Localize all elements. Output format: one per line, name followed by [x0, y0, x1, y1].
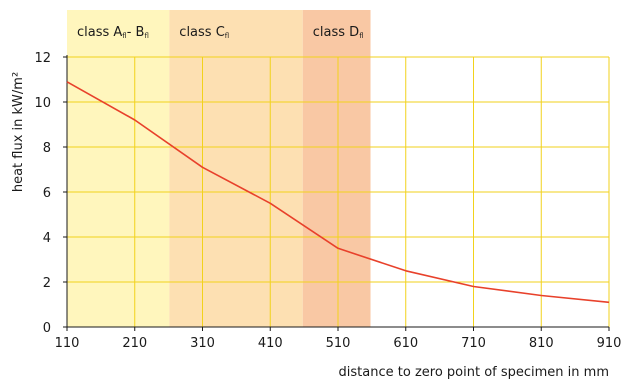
x-tick-label: 210 [122, 336, 147, 351]
y-tick-label: 4 [43, 231, 51, 246]
x-tick-label: 410 [258, 336, 283, 351]
x-tick-label: 810 [529, 336, 554, 351]
x-tick-label: 510 [326, 336, 351, 351]
y-tick-label: 2 [43, 276, 51, 291]
x-tick-label: 710 [461, 336, 486, 351]
y-tick-label: 0 [43, 321, 51, 336]
y-tick-label: 6 [43, 186, 51, 201]
y-tick-label: 12 [34, 51, 51, 66]
class-band [169, 10, 303, 327]
class-band-label: class Afl- Bfl [77, 25, 149, 40]
x-tick-label: 310 [190, 336, 215, 351]
x-tick-label: 610 [393, 336, 418, 351]
y-axis-title: heat flux in kW/m² [11, 72, 26, 192]
class-band [67, 10, 170, 327]
x-tick-label: 910 [597, 336, 622, 351]
y-tick-label: 10 [34, 96, 51, 111]
class-band [302, 10, 371, 327]
y-tick-label: 8 [43, 141, 51, 156]
x-axis-title: distance to zero point of specimen in mm [339, 365, 609, 380]
heat-flux-line [66, 81, 610, 304]
class-band-label: class Dfl [313, 25, 364, 40]
class-band-label: class Cfl [179, 25, 229, 40]
x-tick-label: 110 [55, 336, 80, 351]
